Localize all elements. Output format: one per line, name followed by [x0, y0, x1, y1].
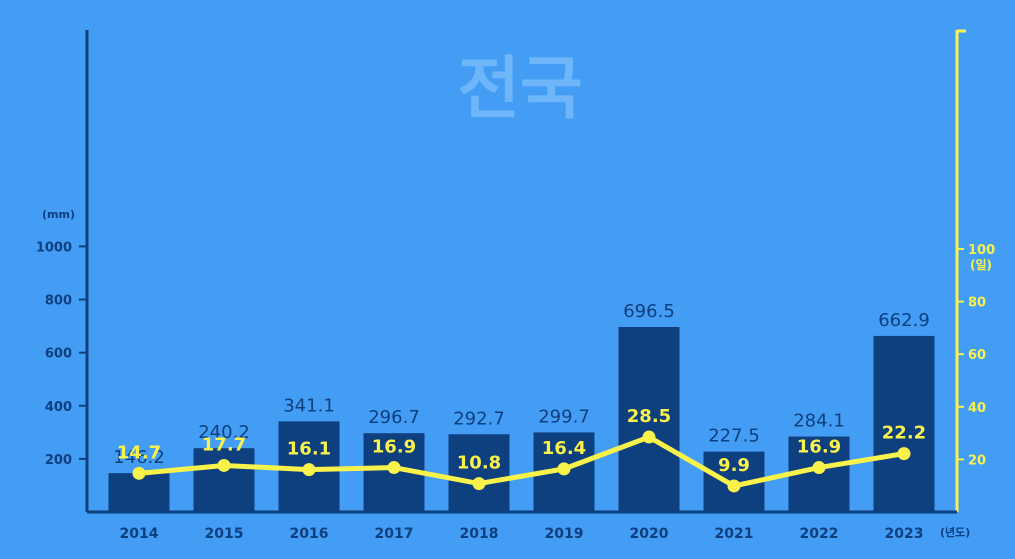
x-axis-ticks: 2014 2015 2016 2017 2018 2019 2020 2021 2022 2023	[120, 526, 924, 542]
line-value-label: 16.1	[287, 439, 331, 460]
line-value-label: 17.7	[202, 434, 246, 455]
bar	[873, 335, 935, 512]
line-value-label: 22.2	[882, 423, 926, 444]
bar	[618, 327, 680, 512]
x-tick-label: 2021	[715, 526, 754, 542]
line-point	[727, 479, 741, 493]
line-point	[472, 477, 486, 491]
x-tick-label: 2020	[630, 526, 669, 542]
line-point	[132, 466, 146, 480]
right-tick-label: 40	[968, 401, 986, 416]
line-path	[136, 434, 907, 489]
bar-value-label: 227.5	[708, 426, 760, 447]
line-value-label: 16.9	[797, 437, 841, 458]
line-point	[302, 463, 316, 477]
bar-value-label: 341.1	[283, 395, 335, 416]
line-point	[642, 430, 656, 444]
bar-value-label: 284.1	[793, 411, 845, 432]
bar	[448, 434, 510, 512]
x-tick-label: 2016	[290, 526, 329, 542]
line-series: 14.7 17.7 16.1 16.9 10.8 16.4 28.5 9.9 16.9 22.2	[117, 406, 926, 493]
line-value-label: 10.8	[457, 453, 501, 474]
bar-value-label: 696.5	[623, 301, 675, 322]
line-value-label: 28.5	[627, 406, 671, 427]
bar-value-label: 240.2	[198, 422, 250, 443]
left-tick-label: 800	[45, 294, 72, 309]
bar-value-label: 146.2	[113, 447, 165, 468]
right-unit-label: (일)	[970, 258, 992, 272]
left-tick-label: 200	[45, 453, 72, 468]
line-point	[812, 461, 826, 475]
x-unit-label: (년도)	[940, 525, 970, 539]
bar-value-label: 296.7	[368, 407, 420, 428]
right-tick-label: 100	[968, 243, 995, 258]
bar-value-label: 662.9	[878, 310, 930, 331]
x-tick-label: 2023	[885, 526, 924, 542]
right-tick-label: 60	[968, 348, 986, 363]
line-point	[217, 458, 231, 472]
x-tick-label: 2018	[460, 526, 499, 542]
x-tick-label: 2015	[205, 526, 244, 542]
line-value-label: 9.9	[718, 455, 750, 476]
line-value-label: 16.9	[372, 437, 416, 458]
x-tick-label: 2022	[800, 526, 839, 542]
line-value-label: 14.7	[117, 442, 161, 463]
chart-title: 전국	[457, 50, 582, 129]
bar-series: 146.2 240.2 341.1 296.7 292.7 299.7 696.5 227.5…	[108, 301, 935, 512]
bar-value-label: 292.7	[453, 408, 505, 429]
line-value-label: 16.4	[542, 438, 586, 459]
bar	[193, 448, 255, 512]
right-tick-label: 20	[968, 453, 986, 468]
right-axis-ticks: 20 40 60 80 100	[957, 29, 995, 468]
x-tick-label: 2017	[375, 526, 414, 542]
line-point	[897, 447, 911, 461]
x-tick-label: 2019	[545, 526, 584, 542]
left-tick-label: 600	[45, 347, 72, 362]
left-tick-label: 400	[45, 400, 72, 415]
line-point	[557, 462, 571, 476]
left-unit-label: (mm)	[42, 208, 75, 221]
bar-value-label: 299.7	[538, 406, 590, 427]
line-point	[387, 461, 401, 475]
right-tick-label: 80	[968, 296, 986, 311]
left-axis-ticks: 200 400 600 800 1000	[36, 240, 87, 468]
left-tick-label: 1000	[36, 240, 72, 255]
x-tick-label: 2014	[120, 526, 159, 542]
